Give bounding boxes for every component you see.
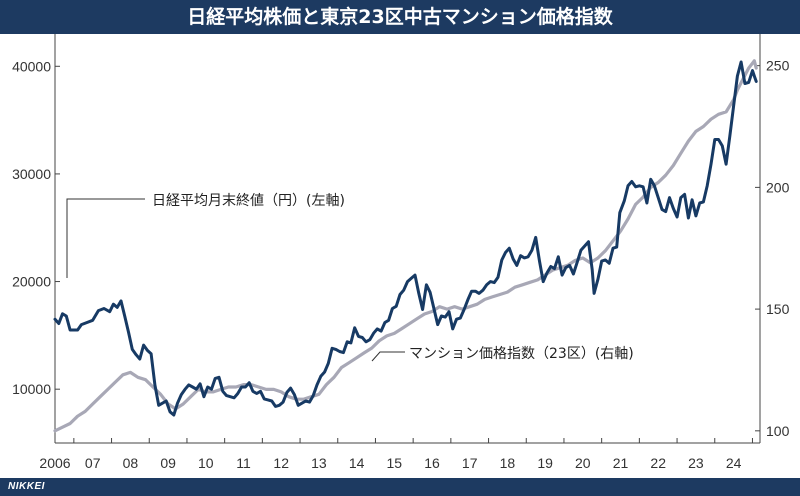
chart-title: 日経平均株価と東京23区中古マンション価格指数	[0, 0, 800, 34]
y-left-tick-label: 10000	[12, 381, 51, 397]
mansion-leader-line	[371, 351, 405, 362]
x-tick-label: 19	[537, 455, 553, 471]
x-tick-label: 12	[273, 455, 289, 471]
y-right-tick-label: 100	[766, 423, 790, 439]
footer-bar: NIKKEI	[0, 478, 800, 496]
x-tick-label: 20	[575, 455, 591, 471]
brand-logo: NIKKEI	[8, 481, 45, 492]
x-tick-label: 10	[198, 455, 214, 471]
x-tick-label: 13	[311, 455, 327, 471]
x-tick-label: 18	[500, 455, 516, 471]
y-left-tick-label: 20000	[12, 274, 51, 290]
chart-series	[53, 59, 758, 433]
line-chart: 2006 07 08 09 10 11 12 13 14 15 16 17 18 19 20 21 22 23 24…	[12, 34, 790, 471]
x-tick-label: 21	[613, 455, 629, 471]
x-tick-label: 2006	[39, 455, 70, 471]
x-tick-label: 11	[236, 455, 251, 471]
x-tick-label: 09	[160, 455, 176, 471]
chart-annotations: 日経平均月末終値（円）(左軸) マンション価格指数（23区）(右軸)	[66, 193, 634, 362]
x-tick-label: 24	[726, 455, 742, 471]
y-right-tick-label: 250	[766, 58, 790, 74]
x-tick-label: 08	[123, 455, 139, 471]
x-tick-label: 07	[85, 455, 101, 471]
x-tick-label: 14	[349, 455, 365, 471]
y-left-tick-label: 30000	[12, 166, 51, 182]
nikkei-series-line	[53, 60, 758, 417]
x-tick-label: 23	[688, 455, 704, 471]
x-tick-label: 17	[462, 455, 478, 471]
mansion-series-label: マンション価格指数（23区）(右軸)	[409, 346, 634, 362]
x-tick-label: 16	[424, 455, 440, 471]
y-right-tick-label: 150	[766, 301, 790, 317]
nikkei-leader-line	[66, 198, 145, 278]
x-tick-label: 15	[387, 455, 403, 471]
x-tick-label: 22	[650, 455, 666, 471]
chart-axes: 2006 07 08 09 10 11 12 13 14 15 16 17 18 19 20 21 22 23 24…	[12, 34, 790, 471]
y-left-tick-label: 40000	[12, 58, 51, 74]
nikkei-series-label: 日経平均月末終値（円）(左軸)	[152, 193, 345, 209]
mansion-series-line	[53, 59, 758, 433]
y-right-tick-label: 200	[766, 179, 790, 195]
